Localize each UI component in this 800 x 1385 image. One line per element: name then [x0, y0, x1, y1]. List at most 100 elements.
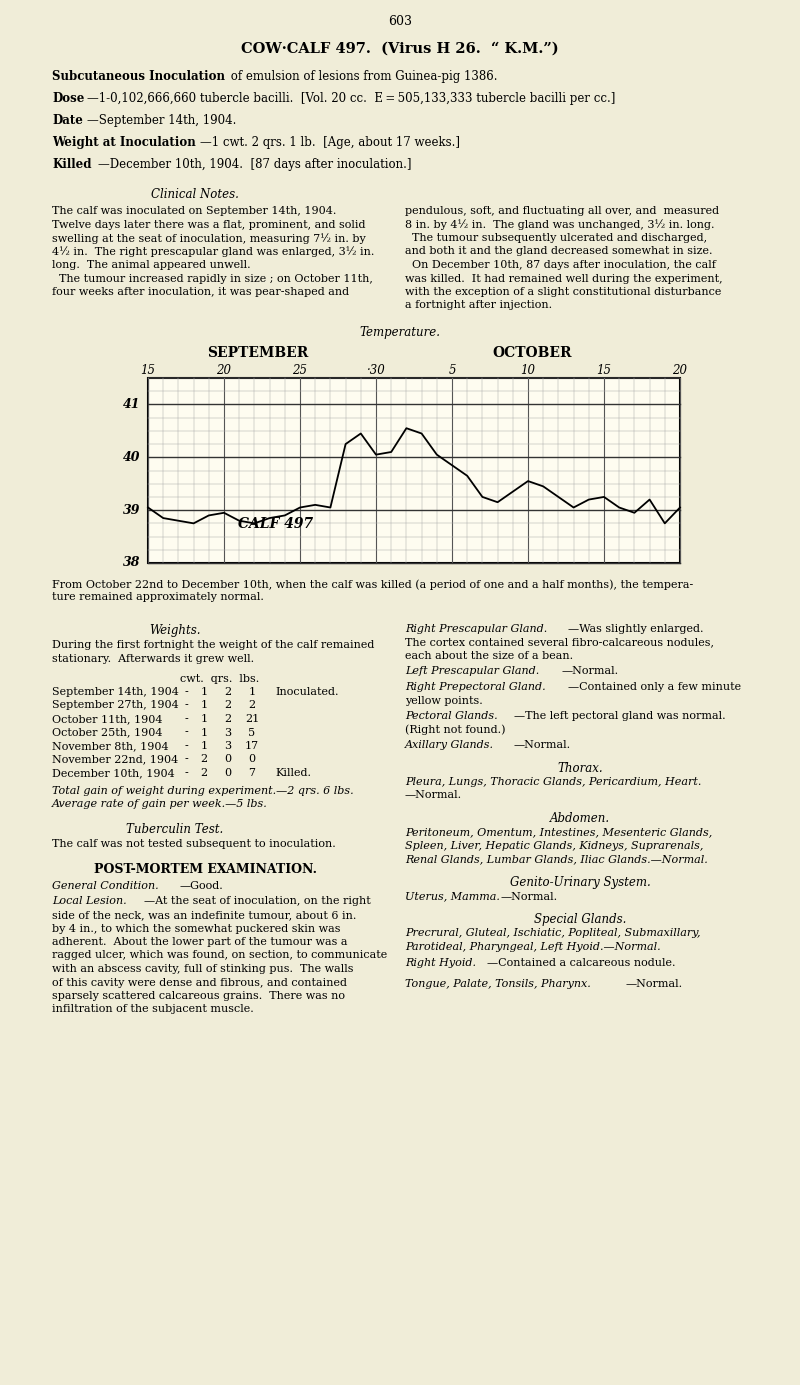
Text: 2: 2 — [225, 687, 231, 697]
Text: of emulsion of lesions from Guinea-pig 1386.: of emulsion of lesions from Guinea-pig 1… — [227, 71, 498, 83]
Text: swelling at the seat of inoculation, measuring 7½ in. by: swelling at the seat of inoculation, mea… — [52, 233, 366, 244]
Text: —Normal.: —Normal. — [562, 666, 619, 676]
Text: 2: 2 — [225, 715, 231, 724]
Text: -: - — [184, 727, 188, 737]
Text: sparsely scattered calcareous grains.  There was no: sparsely scattered calcareous grains. Th… — [52, 992, 345, 1001]
Text: yellow points.: yellow points. — [405, 695, 482, 705]
Bar — [148, 378, 680, 562]
Text: The calf was not tested subsequent to inoculation.: The calf was not tested subsequent to in… — [52, 839, 336, 849]
Text: Renal Glands, Lumbar Glands, Iliac Glands.—Normal.: Renal Glands, Lumbar Glands, Iliac Gland… — [405, 855, 708, 864]
Text: long.  The animal appeared unwell.: long. The animal appeared unwell. — [52, 260, 250, 270]
Text: four weeks after inoculation, it was pear-shaped and: four weeks after inoculation, it was pea… — [52, 287, 349, 296]
Text: On December 10th, 87 days after inoculation, the calf: On December 10th, 87 days after inoculat… — [405, 260, 716, 270]
Text: OCTOBER: OCTOBER — [492, 346, 572, 360]
Text: November 22nd, 1904: November 22nd, 1904 — [52, 755, 178, 765]
Text: 15: 15 — [597, 364, 611, 377]
Text: Clinical Notes.: Clinical Notes. — [151, 188, 239, 201]
Text: Twelve days later there was a flat, prominent, and solid: Twelve days later there was a flat, prom… — [52, 219, 366, 230]
Text: Left Prescapular Gland.: Left Prescapular Gland. — [405, 666, 539, 676]
Text: —Normal.: —Normal. — [501, 892, 558, 902]
Text: 5: 5 — [249, 727, 255, 737]
Text: 603: 603 — [388, 15, 412, 28]
Text: pendulous, soft, and fluctuating all over, and  measured: pendulous, soft, and fluctuating all ove… — [405, 206, 719, 216]
Text: -: - — [184, 701, 188, 711]
Text: September 14th, 1904: September 14th, 1904 — [52, 687, 179, 697]
Text: The tumour increased rapidly in size ; on October 11th,: The tumour increased rapidly in size ; o… — [52, 273, 373, 284]
Text: General Condition.: General Condition. — [52, 881, 158, 891]
Text: (Right not found.): (Right not found.) — [405, 724, 506, 735]
Text: 1: 1 — [201, 715, 207, 724]
Text: Inoculated.: Inoculated. — [275, 687, 338, 697]
Text: December 10th, 1904: December 10th, 1904 — [52, 769, 174, 778]
Text: —Contained a calcareous nodule.: —Contained a calcareous nodule. — [487, 957, 675, 968]
Text: Weight at Inoculation: Weight at Inoculation — [52, 136, 196, 150]
Text: 20: 20 — [217, 364, 231, 377]
Text: Total gain of weight during experiment.—2 qrs. 6 lbs.: Total gain of weight during experiment.—… — [52, 785, 354, 795]
Text: adherent.  About the lower part of the tumour was a: adherent. About the lower part of the tu… — [52, 938, 347, 947]
Text: infiltration of the subjacent muscle.: infiltration of the subjacent muscle. — [52, 1004, 254, 1014]
Text: a fortnight after injection.: a fortnight after injection. — [405, 301, 552, 310]
Text: Temperature.: Temperature. — [359, 325, 441, 339]
Text: 20: 20 — [673, 364, 687, 377]
Text: Right Prescapular Gland.: Right Prescapular Gland. — [405, 625, 547, 634]
Text: Killed: Killed — [52, 158, 91, 170]
Text: Uterus, Mamma.: Uterus, Mamma. — [405, 892, 500, 902]
Text: 0: 0 — [249, 755, 255, 765]
Text: each about the size of a bean.: each about the size of a bean. — [405, 651, 573, 661]
Text: with an abscess cavity, full of stinking pus.  The walls: with an abscess cavity, full of stinking… — [52, 964, 354, 974]
Text: During the first fortnight the weight of the calf remained: During the first fortnight the weight of… — [52, 640, 374, 650]
Text: 3: 3 — [225, 727, 231, 737]
Text: 1: 1 — [201, 701, 207, 711]
Text: 40: 40 — [122, 450, 140, 464]
Text: Tongue, Palate, Tonsils, Pharynx.: Tongue, Palate, Tonsils, Pharynx. — [405, 979, 590, 989]
Text: ragged ulcer, which was found, on section, to communicate: ragged ulcer, which was found, on sectio… — [52, 950, 387, 961]
Text: 38: 38 — [122, 557, 140, 569]
Text: with the exception of a slight constitutional disturbance: with the exception of a slight constitut… — [405, 287, 722, 296]
Text: COW·CALF 497.  (Virus H 26.  “ K.M.”): COW·CALF 497. (Virus H 26. “ K.M.”) — [241, 42, 559, 55]
Text: —At the seat of inoculation, on the right: —At the seat of inoculation, on the righ… — [144, 896, 370, 907]
Text: —Normal.: —Normal. — [514, 740, 571, 751]
Text: October 11th, 1904: October 11th, 1904 — [52, 715, 162, 724]
Text: Date: Date — [52, 114, 83, 127]
Text: ture remained approximately normal.: ture remained approximately normal. — [52, 593, 264, 602]
Text: 0: 0 — [225, 755, 231, 765]
Text: 2: 2 — [249, 701, 255, 711]
Text: stationary.  Afterwards it grew well.: stationary. Afterwards it grew well. — [52, 654, 254, 663]
Text: The cortex contained several fibro-calcareous nodules,: The cortex contained several fibro-calca… — [405, 637, 714, 648]
Text: Abdomen.: Abdomen. — [550, 812, 610, 825]
Text: Subcutaneous Inoculation: Subcutaneous Inoculation — [52, 71, 225, 83]
Text: Dose: Dose — [52, 91, 84, 105]
Text: Local Lesion.: Local Lesion. — [52, 896, 126, 907]
Text: Pleura, Lungs, Thoracic Glands, Pericardium, Heart.: Pleura, Lungs, Thoracic Glands, Pericard… — [405, 777, 702, 787]
Text: 21: 21 — [245, 715, 259, 724]
Text: Special Glands.: Special Glands. — [534, 913, 626, 927]
Text: -: - — [184, 715, 188, 724]
Text: Average rate of gain per week.—5 lbs.: Average rate of gain per week.—5 lbs. — [52, 799, 268, 809]
Text: Precrural, Gluteal, Ischiatic, Popliteal, Submaxillary,: Precrural, Gluteal, Ischiatic, Popliteal… — [405, 928, 701, 939]
Text: The calf was inoculated on September 14th, 1904.: The calf was inoculated on September 14t… — [52, 206, 336, 216]
Text: Spleen, Liver, Hepatic Glands, Kidneys, Suprarenals,: Spleen, Liver, Hepatic Glands, Kidneys, … — [405, 841, 703, 850]
Text: —1‐0,102,666,660 tubercle bacilli.  [Vol. 20 cc.  E = 505,133,333 tubercle bacil: —1‐0,102,666,660 tubercle bacilli. [Vol.… — [87, 91, 615, 105]
Text: 8 in. by 4½ in.  The gland was unchanged, 3½ in. long.: 8 in. by 4½ in. The gland was unchanged,… — [405, 219, 714, 230]
Text: 3: 3 — [225, 741, 231, 751]
Text: Tuberculin Test.: Tuberculin Test. — [126, 823, 224, 837]
Text: of this cavity were dense and fibrous, and contained: of this cavity were dense and fibrous, a… — [52, 978, 347, 988]
Text: 1: 1 — [201, 687, 207, 697]
Text: 2: 2 — [201, 769, 207, 778]
Text: 41: 41 — [122, 397, 140, 411]
Text: and both it and the gland decreased somewhat in size.: and both it and the gland decreased some… — [405, 247, 713, 256]
Text: 17: 17 — [245, 741, 259, 751]
Text: —Normal.: —Normal. — [405, 791, 462, 801]
Text: Pectoral Glands.: Pectoral Glands. — [405, 711, 498, 722]
Text: November 8th, 1904: November 8th, 1904 — [52, 741, 169, 751]
Text: ·30: ·30 — [366, 364, 386, 377]
Text: Killed.: Killed. — [275, 769, 311, 778]
Text: 1: 1 — [201, 741, 207, 751]
Text: —September 14th, 1904.: —September 14th, 1904. — [87, 114, 236, 127]
Text: 25: 25 — [293, 364, 307, 377]
Text: -: - — [184, 687, 188, 697]
Text: —Contained only a few minute: —Contained only a few minute — [568, 681, 741, 692]
Text: —Was slightly enlarged.: —Was slightly enlarged. — [568, 625, 703, 634]
Text: was killed.  It had remained well during the experiment,: was killed. It had remained well during … — [405, 273, 722, 284]
Text: 2: 2 — [201, 755, 207, 765]
